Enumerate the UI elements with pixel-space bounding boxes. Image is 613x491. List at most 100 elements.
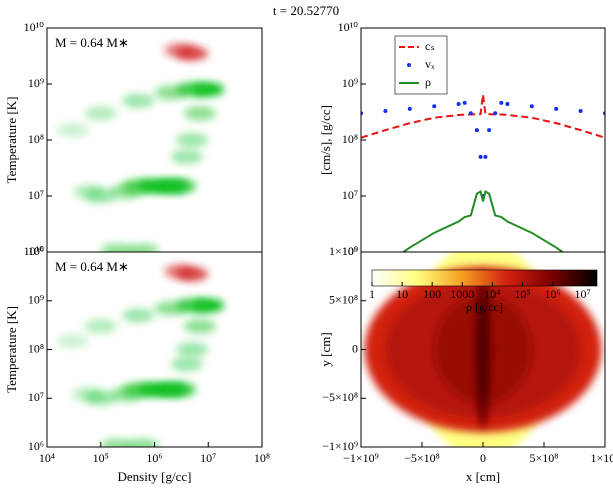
y-axis-label: Temperature [K] <box>4 306 19 393</box>
histogram-cell <box>122 308 155 323</box>
histogram-cell <box>110 184 143 199</box>
density-region <box>479 291 487 408</box>
data-point <box>456 101 461 106</box>
data-point <box>468 111 473 116</box>
histogram-cell <box>154 301 187 316</box>
y-tick-label: 10⁹ <box>28 293 44 307</box>
y-tick-label: 10¹⁰ <box>338 20 359 34</box>
colorbar-label: ρ [g/cc] <box>466 300 503 314</box>
histogram-cell <box>126 438 159 447</box>
x-tick-label: 0 <box>480 451 486 465</box>
data-point <box>474 128 479 133</box>
histogram-cell <box>164 179 197 194</box>
data-point <box>554 106 559 111</box>
histogram-cell <box>183 106 216 121</box>
legend-label: ρ <box>425 75 431 89</box>
y-tick-label: 10⁶ <box>342 244 358 258</box>
histogram-cell <box>72 184 105 199</box>
x-tick-label: −5×10⁸ <box>404 451 440 465</box>
y-tick-label: −5×10⁸ <box>322 390 358 404</box>
y-tick-label: 10⁹ <box>28 76 44 90</box>
histogram-cell <box>170 357 203 372</box>
y-tick-label: −1×10⁹ <box>322 439 358 453</box>
data-point <box>529 104 534 109</box>
colorbar-tick-label: 1 <box>369 287 375 301</box>
y-axis-label: Temperature [K] <box>4 97 19 184</box>
data-point <box>462 100 467 105</box>
colorbar-tick-label: 10⁴ <box>484 287 500 301</box>
y-tick-label: 10⁶ <box>28 244 44 258</box>
y-tick-label: 5×10⁸ <box>329 293 358 307</box>
colorbar <box>371 269 598 287</box>
x-axis-label: x [cm] <box>466 469 500 484</box>
histogram-cell <box>110 387 143 402</box>
y-tick-label: 10¹⁰ <box>24 20 45 34</box>
x-tick-label: 10⁶ <box>146 451 162 465</box>
y-axis-label: y [cm] <box>318 332 333 366</box>
data-point <box>487 128 492 133</box>
line-series <box>401 190 565 252</box>
annotation: M = 0.64 M∗ <box>55 35 129 50</box>
plot-frame <box>46 251 263 448</box>
y-tick-label: 0 <box>352 341 358 355</box>
data-point <box>505 101 510 106</box>
histogram-cell <box>56 333 89 348</box>
data-point <box>407 106 412 111</box>
histogram-cell <box>176 46 209 61</box>
data-point <box>499 100 504 105</box>
histogram-cell <box>126 243 159 252</box>
colorbar-tick-label: 10⁷ <box>575 287 591 301</box>
legend-marker <box>407 63 411 67</box>
y-tick-label: 10⁸ <box>28 132 44 146</box>
plot-area <box>361 94 605 252</box>
line-series <box>361 94 605 139</box>
data-point <box>493 111 498 116</box>
histogram-cell <box>84 106 117 121</box>
x-tick-label: −1×10⁹ <box>343 451 379 465</box>
y-tick-label: 1×10⁹ <box>329 244 358 258</box>
y-tick-label: 10⁷ <box>28 390 44 404</box>
y-tick-label: 10⁶ <box>28 439 44 453</box>
histogram-cell <box>154 85 187 100</box>
histogram-cell <box>183 319 216 334</box>
histogram-cell <box>176 133 209 147</box>
figure-title: t = 20.52770 <box>273 3 339 18</box>
x-tick-label: 5×10⁸ <box>530 451 559 465</box>
histogram-cell <box>176 267 209 282</box>
legend-label: cₛ <box>425 39 435 53</box>
data-point <box>432 104 437 109</box>
histogram-cell <box>170 149 203 164</box>
plot-area <box>56 264 225 447</box>
plot-area <box>56 43 225 252</box>
x-tick-label: 10⁵ <box>93 451 109 465</box>
x-tick-label: 10⁸ <box>254 451 270 465</box>
legend-label: vₓ <box>425 57 435 71</box>
y-tick-label: 10⁸ <box>28 341 44 355</box>
histogram-cell <box>122 93 155 108</box>
colorbar-tick-label: 10⁶ <box>544 287 560 301</box>
data-point <box>383 108 388 113</box>
histogram-cell <box>164 382 197 397</box>
histogram-cell <box>84 319 117 334</box>
colorbar-tick-label: 10 <box>396 287 408 301</box>
y-tick-label: 10¹⁰ <box>24 244 45 258</box>
histogram-cell <box>100 438 133 447</box>
x-tick-label: 10⁷ <box>200 451 216 465</box>
x-tick-label: 10⁴ <box>39 451 55 465</box>
histogram-cell <box>176 342 209 357</box>
colorbar-tick-label: 1000 <box>450 287 474 301</box>
colorbar-tick-label: 10⁵ <box>514 287 530 301</box>
colorbar-tick-label: 100 <box>423 287 441 301</box>
y-tick-label: 10⁷ <box>28 188 44 202</box>
legend-box <box>394 35 448 95</box>
histogram-cell <box>100 243 133 252</box>
y-tick-label: 10⁷ <box>342 188 358 202</box>
histogram-cell <box>72 387 105 402</box>
y-axis-label: [cm/s], [g/cc] <box>318 105 333 175</box>
plot-frame <box>46 27 263 253</box>
annotation: M = 0.64 M∗ <box>55 259 129 274</box>
y-tick-label: 10⁹ <box>342 76 358 90</box>
data-point <box>478 154 483 159</box>
